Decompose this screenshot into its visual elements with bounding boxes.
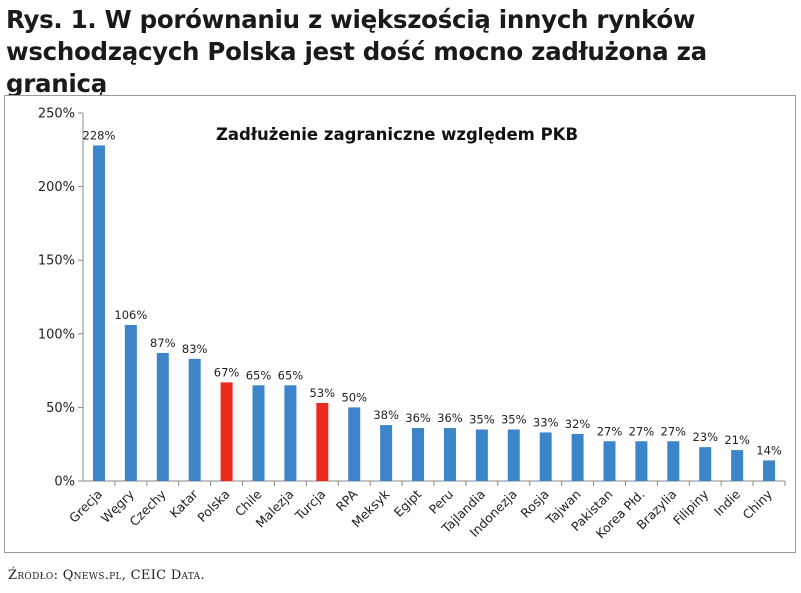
y-tick-label: 50% <box>46 401 75 416</box>
figure-title: Rys. 1. W porównaniu z większością innyc… <box>6 4 796 100</box>
chart-title: Zadłużenie zagraniczne względem PKB <box>216 125 578 144</box>
x-tick-label: Czechy <box>126 486 169 529</box>
bar-indie <box>731 450 744 481</box>
figure-title-line-2: wschodzących Polska jest dość mocno zadł… <box>6 37 707 98</box>
x-tick-label: Grecja <box>66 487 105 526</box>
data-label: 87% <box>150 336 176 350</box>
data-label: 65% <box>246 368 272 382</box>
bar-peru <box>443 428 456 481</box>
bar-egipt <box>412 428 425 481</box>
x-tick-label: Filipiny <box>670 486 712 528</box>
data-label: 14% <box>756 443 782 457</box>
data-label: 83% <box>182 342 208 356</box>
bar-tajwan <box>571 433 584 481</box>
data-label: 33% <box>533 415 559 429</box>
y-tick-label: 100% <box>38 327 75 342</box>
y-tick-label: 200% <box>38 180 75 195</box>
x-tick-label: Turcja <box>291 487 328 524</box>
x-tick-label: RPA <box>333 486 361 514</box>
bar-rosja <box>539 432 552 481</box>
y-tick-label: 250% <box>38 107 75 122</box>
y-tick-label: 150% <box>38 254 75 269</box>
x-tick-label: Egipt <box>391 486 424 519</box>
data-label: 27% <box>661 424 687 438</box>
data-label: 35% <box>501 412 527 426</box>
bar-chart: Zadłużenie zagraniczne względem PKB 0% 50%… <box>38 107 786 541</box>
data-label: 228% <box>83 128 116 142</box>
bar-indonezja <box>507 429 520 481</box>
x-tick-label: Indie <box>711 486 744 519</box>
bar-malezja <box>284 385 297 481</box>
bar-rpa <box>348 407 361 481</box>
x-tick-label: Polska <box>194 487 232 525</box>
bar-pakistan <box>603 441 616 481</box>
x-tick-label: Chiny <box>739 486 775 522</box>
data-label: 27% <box>597 424 623 438</box>
source-note: Źródło: Qnews.pl, CEIC Data. <box>8 568 205 583</box>
bar-katar <box>188 358 201 481</box>
data-label: 106% <box>114 308 147 322</box>
bar-korea-płd- <box>635 441 648 481</box>
bar-czechy <box>156 352 169 481</box>
bar-grecja <box>92 145 105 481</box>
data-label: 67% <box>214 365 240 379</box>
data-label: 38% <box>373 408 399 422</box>
bar-filipiny <box>699 447 712 481</box>
data-label: 23% <box>692 430 718 444</box>
data-label: 50% <box>341 390 367 404</box>
bar-polska <box>220 382 233 481</box>
data-label: 53% <box>310 386 336 400</box>
data-label: 32% <box>565 417 591 431</box>
bar-chile <box>252 385 265 481</box>
bar-brazylia <box>667 441 680 481</box>
bar-węgry <box>124 324 137 481</box>
data-label: 21% <box>724 433 750 447</box>
bar-turcja <box>316 402 329 481</box>
bar-tajlandia <box>475 429 488 481</box>
bar-meksyk <box>380 425 393 481</box>
data-label: 36% <box>437 411 463 425</box>
data-label: 65% <box>278 368 304 382</box>
figure-title-line-1: Rys. 1. W porównaniu z większością innyc… <box>6 5 696 34</box>
data-label: 35% <box>469 412 495 426</box>
y-tick-label: 0% <box>54 475 75 490</box>
data-label: 27% <box>629 424 655 438</box>
bar-chiny <box>763 460 776 481</box>
data-label: 36% <box>405 411 431 425</box>
chart-frame: Zadłużenie zagraniczne względem PKB 0% 50%… <box>4 95 796 553</box>
